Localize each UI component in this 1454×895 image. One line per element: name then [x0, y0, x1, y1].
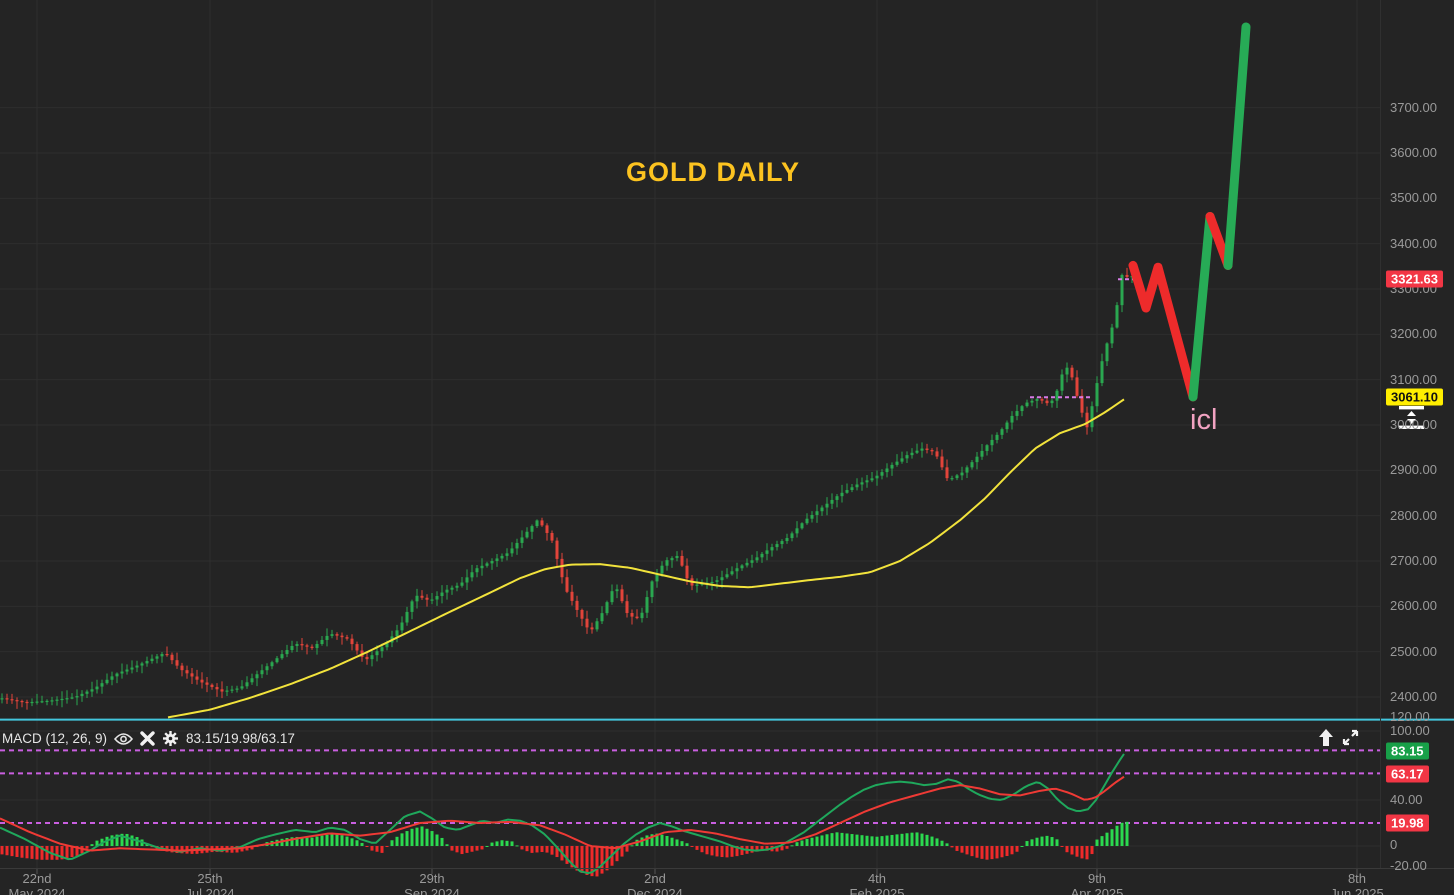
price-axis-label: 2700.00 — [1390, 553, 1437, 568]
price-axis-label: 3100.00 — [1390, 372, 1437, 387]
price-axis-label: 2900.00 — [1390, 462, 1437, 477]
icl-annotation[interactable]: icl — [1190, 404, 1218, 436]
move-pane-up-icon[interactable] — [1318, 729, 1334, 751]
price-axis-label: 3700.00 — [1390, 100, 1437, 115]
price-badge: 3061.10 — [1386, 388, 1443, 406]
price-axis-label: 3400.00 — [1390, 236, 1437, 251]
time-axis-label: 4th Feb 2025 — [849, 871, 905, 895]
macd-axis-label: 0 — [1390, 837, 1398, 852]
time-axis-label: 25th Jul 2024 — [185, 871, 235, 895]
price-axis-label: 3600.00 — [1390, 145, 1437, 160]
macd-indicator-title[interactable]: MACD (12, 26, 9) — [2, 731, 108, 746]
price-axis-label: 2600.00 — [1390, 598, 1437, 613]
price-axis-label: 2400.00 — [1390, 689, 1437, 704]
time-axis-label: 8th Jun 2025 — [1330, 871, 1384, 895]
macd-axis-label: 100.00 — [1390, 723, 1430, 738]
macd-axis-label: -20.00 — [1390, 858, 1427, 873]
price-axis-label: 2800.00 — [1390, 508, 1437, 523]
price-scale-handle-icon[interactable] — [1398, 406, 1425, 434]
macd-badge: 19.98 — [1386, 814, 1429, 832]
price-axis-label: 3200.00 — [1390, 326, 1437, 341]
price-badge: 3321.63 — [1386, 270, 1443, 288]
macd-axis-label: 120.00 — [1390, 709, 1430, 724]
price-axis-label: 3000.00 — [1390, 417, 1437, 432]
chart-title: GOLD DAILY — [625, 157, 801, 187]
macd-axis-label: 40.00 — [1390, 792, 1423, 807]
maximize-pane-icon[interactable] — [1342, 729, 1359, 751]
gear-icon[interactable] — [162, 730, 179, 747]
time-axis-label: 2nd Dec 2024 — [627, 871, 683, 895]
macd-badge: 83.15 — [1386, 742, 1429, 760]
eye-icon[interactable] — [114, 732, 134, 746]
macd-badge: 63.17 — [1386, 765, 1429, 783]
time-axis-label: 9th Apr 2025 — [1070, 871, 1124, 895]
price-axis-label: 2500.00 — [1390, 644, 1437, 659]
macd-indicator-header: MACD (12, 26, 9) 83.15/19.98/63.17 — [2, 730, 295, 747]
time-axis-label: 22nd May 2024 — [8, 871, 66, 895]
macd-pane-controls — [1318, 729, 1359, 751]
macd-values: 83.15/19.98/63.17 — [186, 731, 295, 746]
time-axis-label: 29th Sep 2024 — [404, 871, 460, 895]
price-axis-label: 3500.00 — [1390, 190, 1437, 205]
close-icon[interactable] — [140, 731, 155, 746]
